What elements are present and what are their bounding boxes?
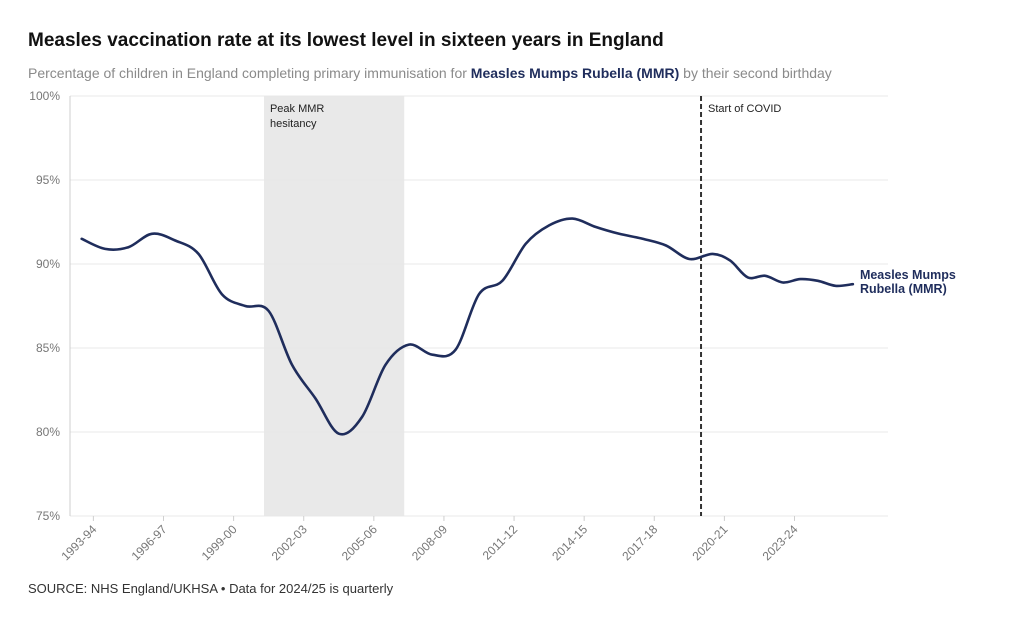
shade-layer — [263, 96, 405, 516]
source-note: SOURCE: NHS England/UKHSA • Data for 202… — [28, 581, 394, 596]
x-tick-label: 1996-97 — [129, 522, 170, 563]
subtitle-suffix: by their second birthday — [679, 65, 832, 81]
y-tick-label: 90% — [36, 257, 60, 271]
x-tick-label: 1993-94 — [58, 522, 99, 563]
x-tick-label: 2017-18 — [619, 522, 660, 563]
chart-subtitle: Percentage of children in England comple… — [28, 65, 832, 81]
x-tick-label: 2005-06 — [339, 522, 380, 563]
x-tick-label: 1999-00 — [199, 522, 240, 563]
x-tick-label: 2011-12 — [480, 522, 521, 563]
covid-annotation-label: Start of COVID — [708, 103, 781, 115]
annotations: Peak MMR hesitancy Start of COVID — [270, 96, 781, 516]
subtitle-prefix: Percentage of children in England comple… — [28, 65, 471, 81]
shade-annotation-label: hesitancy — [270, 118, 317, 130]
x-tick-label: 2002-03 — [269, 522, 310, 563]
series-end-label: Measles Mumps — [860, 268, 956, 282]
subtitle-highlight: Measles Mumps Rubella (MMR) — [470, 65, 680, 81]
x-tick-label: 2014-15 — [549, 522, 590, 563]
chart-title: Measles vaccination rate at its lowest l… — [28, 30, 664, 51]
x-tick-label: 2020-21 — [689, 522, 730, 563]
shade-annotation-label: Peak MMR — [270, 103, 324, 115]
series-end-label: Rubella (MMR) — [860, 282, 947, 296]
x-tick-label: 2008-09 — [409, 522, 450, 563]
y-tick-label: 95% — [36, 173, 60, 187]
gridlines — [70, 95, 888, 517]
axes: 75% 80% 85% 90% 95% 100% 1993-94 1996-97 1999-00… — [29, 89, 801, 563]
series-line-mmr — [80, 217, 855, 436]
y-tick-label: 75% — [36, 509, 60, 523]
shaded-span-peak-hesitancy — [263, 96, 405, 516]
x-tick-label: 2023-24 — [760, 522, 801, 563]
y-tick-label: 80% — [36, 425, 60, 439]
y-tick-label: 100% — [29, 89, 60, 103]
y-tick-label: 85% — [36, 341, 60, 355]
